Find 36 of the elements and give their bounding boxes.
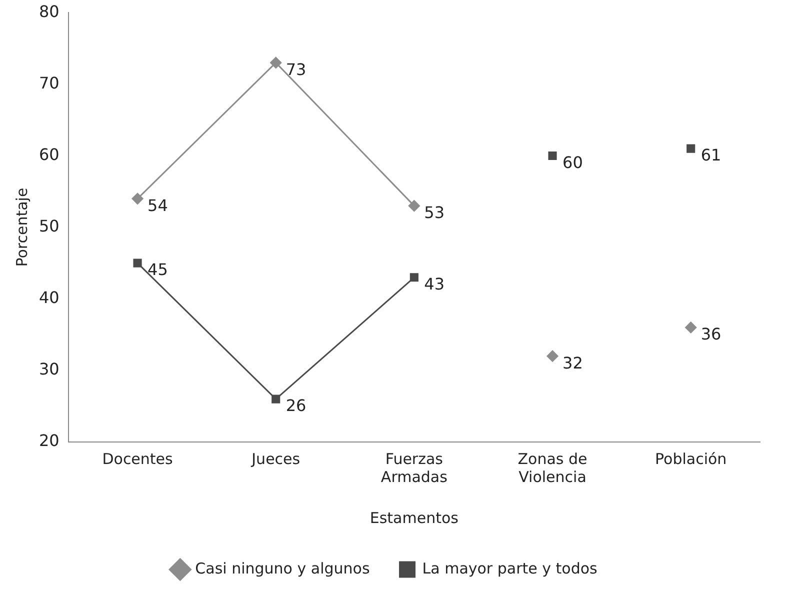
legend-label: Casi ninguno y algunos (195, 559, 370, 578)
data-label: 32 (562, 353, 583, 372)
data-label: 45 (148, 260, 168, 280)
x-tick-label: Jueces (250, 450, 300, 468)
x-tick-label: Fuerzas Armadas (380, 450, 448, 486)
data-label: 43 (424, 274, 445, 294)
x-axis-title: Estamentos (370, 508, 459, 527)
y-tick-label: 30 (39, 360, 60, 379)
point (685, 322, 697, 334)
point (408, 200, 420, 212)
y-tick-label: 20 (39, 431, 60, 450)
point (132, 192, 144, 204)
y-tick-label: 50 (39, 216, 60, 236)
data-label: 73 (286, 60, 306, 79)
y-tick-label: 60 (39, 144, 60, 164)
x-tick-label: Población (655, 450, 727, 468)
point (270, 56, 282, 68)
y-tick-label: 80 (39, 2, 60, 21)
point (546, 350, 558, 362)
legend-label: La mayor parte y todos (422, 559, 598, 578)
data-label: 60 (562, 152, 583, 172)
data-label: 26 (286, 396, 306, 416)
y-axis-title: Porcentaje (12, 188, 31, 267)
x-tick-label: Zonas de Violencia (518, 450, 588, 486)
y-tick-label: 40 (39, 288, 60, 308)
y-tick-label: 70 (39, 73, 60, 92)
data-label: 54 (148, 196, 168, 215)
point (133, 258, 142, 268)
point (272, 394, 280, 404)
data-label: 61 (700, 146, 722, 165)
data-label: 53 (424, 202, 445, 222)
point (686, 144, 696, 153)
point (548, 151, 557, 160)
x-tick-label: Docentes (102, 450, 174, 468)
point (410, 273, 418, 282)
data-label: 36 (700, 324, 722, 344)
